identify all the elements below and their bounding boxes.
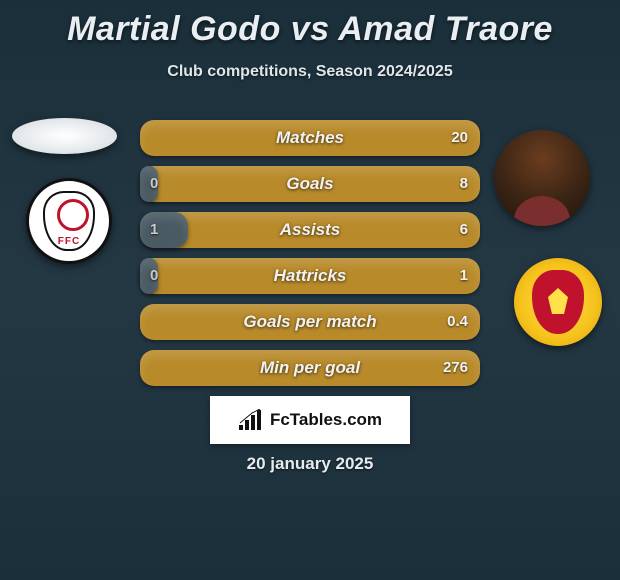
page-title: Martial Godo vs Amad Traore [0, 0, 620, 49]
date-label: 20 january 2025 [0, 454, 620, 474]
site-badge-label: FcTables.com [270, 410, 382, 430]
stat-value-right: 1 [460, 258, 468, 294]
stat-value-right: 0.4 [447, 304, 468, 340]
stat-row: Assists1 6 [140, 212, 480, 248]
site-badge: FcTables.com [210, 396, 410, 444]
stat-value-right: 8 [460, 166, 468, 202]
stat-row: Hattricks0 1 [140, 258, 480, 294]
stats-container: Matches20Goals08Assists16Hattricks01Goal… [0, 120, 620, 396]
stat-value-right: 276 [443, 350, 468, 386]
stat-label: Hattricks [140, 258, 480, 294]
stat-label: Goals [140, 166, 480, 202]
subtitle: Club competitions, Season 2024/2025 [0, 63, 620, 81]
stat-label: Goals per match [140, 304, 480, 340]
stat-row: Min per goal276 [140, 350, 480, 386]
stat-value-left: 1 [150, 212, 158, 248]
stat-row: Matches20 [140, 120, 480, 156]
stat-value-left: 0 [150, 166, 158, 202]
stat-row: Goals0 8 [140, 166, 480, 202]
stat-label: Assists [140, 212, 480, 248]
stat-value-right: 20 [451, 120, 468, 156]
fctables-logo-icon [238, 409, 264, 431]
stat-row: Goals per match0.4 [140, 304, 480, 340]
stat-value-left: 0 [150, 258, 158, 294]
stat-label: Matches [140, 120, 480, 156]
stat-value-right: 6 [460, 212, 468, 248]
stat-label: Min per goal [140, 350, 480, 386]
